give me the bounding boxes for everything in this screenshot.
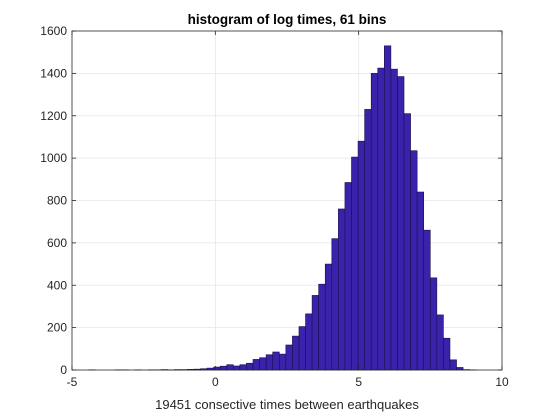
histogram-bar: [351, 156, 359, 371]
histogram-bar: [298, 326, 306, 371]
x-tick-label: 5: [355, 375, 362, 389]
histogram-bars: [88, 45, 477, 371]
y-tick-label: 1200: [40, 109, 67, 123]
histogram-bar: [292, 335, 300, 371]
y-tick-label: 0: [60, 363, 67, 377]
histogram-bar: [364, 109, 372, 371]
y-tick-label: 400: [47, 278, 67, 292]
histogram-bar: [410, 150, 418, 371]
histogram-bar: [233, 365, 241, 371]
histogram-bar: [239, 364, 247, 371]
histogram-bar: [318, 283, 326, 371]
histogram-bar: [324, 263, 333, 371]
histogram-bar: [377, 67, 385, 371]
y-tick-label: 1600: [40, 24, 67, 38]
histogram-bar: [305, 313, 313, 371]
histogram-bar: [357, 140, 365, 371]
y-tick-label: 800: [47, 194, 67, 208]
chart-title: histogram of log times, 61 bins: [188, 12, 387, 27]
histogram-bar: [265, 354, 274, 371]
histogram-bar: [259, 357, 267, 371]
histogram-bar: [272, 351, 280, 371]
histogram-bar: [213, 366, 221, 371]
y-tick-label: 600: [47, 236, 67, 250]
histogram-bar: [370, 73, 379, 371]
histogram-bar: [397, 76, 405, 371]
histogram-bar: [416, 191, 425, 371]
x-tick-label: -5: [67, 375, 78, 389]
histogram-bar: [436, 314, 444, 371]
histogram-bar: [285, 344, 293, 371]
histogram-bar: [246, 362, 254, 371]
histogram-bar: [338, 208, 346, 371]
y-tick-label: 1000: [40, 151, 67, 165]
histogram-bar: [403, 113, 411, 371]
histogram-bar: [390, 68, 398, 371]
histogram-bar: [219, 365, 228, 371]
histogram-bar: [449, 359, 457, 371]
histogram-bar: [384, 45, 392, 371]
histogram-bar: [331, 238, 339, 371]
histogram-bar: [443, 337, 451, 371]
histogram-bar: [311, 295, 319, 371]
histogram-bar: [429, 277, 438, 371]
y-tick-label: 200: [47, 321, 67, 335]
histogram-bar: [344, 182, 352, 371]
histogram-bar: [423, 229, 431, 371]
x-tick-label: 0: [212, 375, 219, 389]
y-tick-label: 1400: [40, 66, 67, 80]
x-tick-label: 10: [495, 375, 509, 389]
histogram-bar: [226, 364, 234, 371]
histogram-bar: [278, 353, 287, 371]
histogram-bar: [252, 359, 260, 371]
x-axis-label: 19451 consective times between earthquak…: [155, 397, 419, 412]
